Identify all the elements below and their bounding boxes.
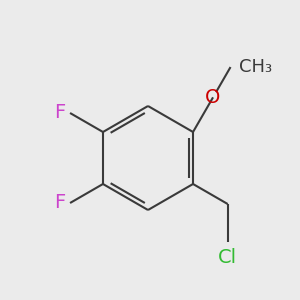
- Text: F: F: [54, 194, 65, 212]
- Text: CH₃: CH₃: [238, 58, 272, 76]
- Text: O: O: [205, 88, 221, 107]
- Text: Cl: Cl: [218, 248, 237, 267]
- Text: F: F: [54, 103, 65, 122]
